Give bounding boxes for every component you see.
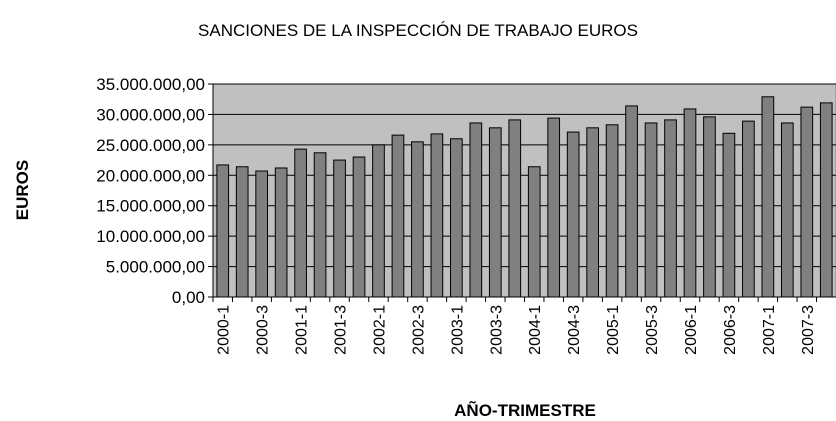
bar	[391, 134, 405, 298]
x-tick-label: 2006-3	[722, 305, 739, 355]
bar	[333, 159, 346, 298]
x-tick-label: 2003-1	[449, 305, 466, 355]
x-tick-label: 2002-1	[371, 305, 388, 355]
x-tick-label: 2007-1	[761, 305, 778, 355]
bar	[644, 122, 658, 298]
y-tick-label: 30.000.000,00	[96, 105, 205, 124]
x-tick-label: 2005-3	[644, 305, 661, 355]
x-tick-label: 2007-3	[800, 305, 817, 355]
bar	[780, 122, 794, 298]
bar	[313, 152, 327, 298]
bar	[488, 127, 502, 298]
bar	[274, 167, 288, 298]
y-tick-label: 25.000.000,00	[96, 136, 205, 155]
x-tick-label: 2000-3	[255, 305, 272, 355]
x-tick-label: 2002-3	[410, 305, 427, 355]
bar	[683, 108, 697, 298]
bar	[664, 119, 677, 298]
bar	[547, 117, 561, 298]
bar	[527, 166, 541, 298]
x-tick-label: 2000-1	[216, 305, 233, 355]
bar	[411, 141, 424, 298]
bar	[294, 148, 307, 298]
y-tick-label: 10.000.000,00	[96, 227, 205, 246]
bar	[800, 106, 814, 298]
bar	[469, 122, 483, 298]
x-tick-label: 2003-3	[488, 305, 505, 355]
y-tick-label: 5.000.000,00	[106, 258, 205, 277]
y-tick-label: 15.000.000,00	[96, 197, 205, 216]
y-tick-label: 20.000.000,00	[96, 166, 205, 185]
x-tick-label: 2005-1	[605, 305, 622, 355]
bar	[566, 131, 580, 298]
bar	[235, 166, 249, 298]
bar	[722, 132, 736, 298]
chart-title: SANCIONES DE LA INSPECCIÓN DE TRABAJO EU…	[198, 21, 638, 40]
x-tick-label: 2001-3	[333, 305, 350, 355]
x-tick-label: 2001-1	[294, 305, 311, 355]
bar	[216, 164, 230, 298]
x-axis-title: AÑO-TRIMESTRE	[454, 400, 596, 420]
bar	[372, 144, 385, 298]
bar	[703, 116, 716, 298]
bar	[742, 120, 755, 298]
bar	[508, 119, 522, 298]
bar	[819, 102, 833, 298]
y-tick-label: 0,00	[172, 288, 205, 307]
x-tick-label: 2004-1	[527, 305, 544, 355]
bar	[625, 105, 638, 298]
y-tick-label: 35.000.000,00	[96, 75, 205, 94]
x-tick-label: 2004-3	[566, 305, 583, 355]
bar	[605, 124, 619, 298]
bar	[430, 133, 444, 298]
x-tick-label: 2006-1	[683, 305, 700, 355]
bar	[761, 96, 775, 298]
bar	[352, 156, 366, 298]
y-axis-title: EUROS	[13, 160, 32, 220]
bar	[586, 127, 599, 298]
bar	[255, 170, 269, 298]
bar	[450, 138, 463, 298]
